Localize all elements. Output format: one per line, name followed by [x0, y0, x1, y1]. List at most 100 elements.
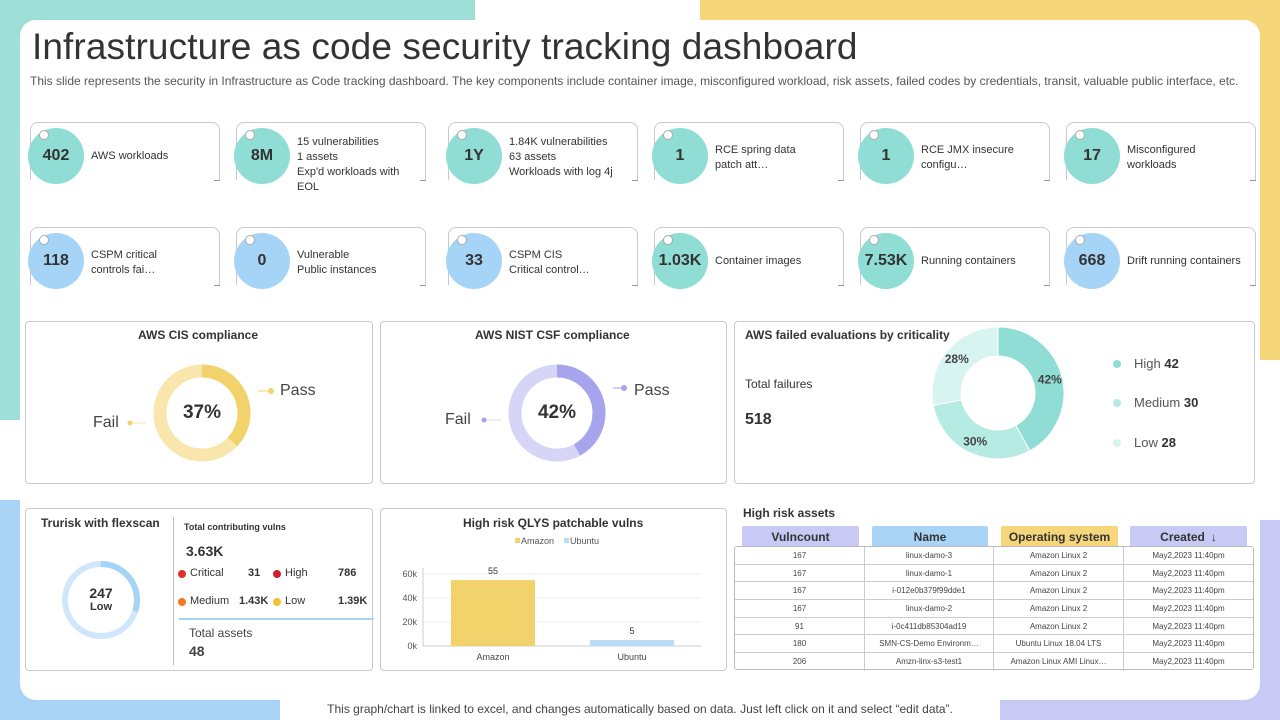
kpi-card[interactable]: 17 Misconfigured workloads: [1064, 122, 1256, 184]
table-cell: i-0c411db85304ad19: [865, 617, 994, 635]
severity-label: Medium: [190, 595, 230, 607]
cis-fail-marker: [127, 420, 133, 426]
kpi-card[interactable]: 1 RCE JMX insecure configu…: [858, 122, 1050, 184]
x-tick-label: Amazon: [476, 652, 509, 662]
kpi-label-line: CSPM critical: [91, 249, 158, 261]
kpi-card[interactable]: 8M 15 vulnerabilities 1 assets Exp'd worklo…: [234, 122, 426, 193]
nist-pass-marker: [621, 385, 627, 391]
table-cell: linux-damo-1: [865, 564, 994, 582]
kpi-value: 1Y: [446, 128, 502, 184]
kpi-value: 1: [652, 128, 708, 184]
kpi-card-handle: [39, 235, 49, 245]
table-row[interactable]: 91 i-0c411db85304ad19 Amazon Linux 2 May2,2…: [735, 617, 1253, 636]
kpi-label-line: 1 assets: [297, 151, 338, 163]
table-row[interactable]: 180 SMN-CS-Demo Environm… Ubuntu Linux 18.…: [735, 635, 1253, 654]
cis-compliance-card[interactable]: AWS CIS compliance 37% Pass Fail: [25, 321, 373, 484]
kpi-label: CSPM CIS Critical control…: [509, 248, 635, 278]
kpi-card-handle: [869, 235, 879, 245]
kpi-label-line: RCE spring data: [715, 144, 796, 156]
kpi-card[interactable]: 33 CSPM CIS Critical control…: [446, 227, 638, 289]
severity-label: Critical: [190, 567, 224, 579]
total-failures-value: 518: [745, 411, 772, 428]
qlys-card[interactable]: High risk QLYS patchable vulns Amazon Ubu…: [380, 508, 727, 671]
kpi-card[interactable]: 1.03K Container images: [652, 227, 844, 289]
nist-pass-arc: [508, 364, 606, 462]
kpi-card[interactable]: 402 AWS workloads: [28, 122, 220, 184]
kpi-card[interactable]: 118 CSPM critical controls fai…: [28, 227, 220, 289]
legend-item: Low 28: [1134, 435, 1176, 450]
table-row[interactable]: 167 linux-damo-1 Amazon Linux 2 May2,2023 1…: [735, 564, 1253, 583]
kpi-card[interactable]: 0 Vulnerable Public instances: [234, 227, 426, 289]
table-row[interactable]: 167 linux-damo-3 Amazon Linux 2 May2,2023 1…: [735, 547, 1253, 565]
failed-donut-chart: 42% 30% 28%: [931, 326, 1065, 460]
table-header-cell[interactable]: Vulncount: [742, 526, 859, 547]
legend-value: 28: [1161, 435, 1176, 450]
severity-dot: [273, 570, 281, 578]
legend-label: Low: [1134, 435, 1158, 450]
y-tick-label: 60k: [402, 569, 417, 579]
x-tick-label: Ubuntu: [617, 652, 646, 662]
bar-legend-swatch: [515, 538, 520, 543]
cis-title: AWS CIS compliance: [138, 328, 259, 342]
nist-center-value: 42%: [537, 402, 577, 423]
total-failures-label: Total failures: [745, 377, 813, 391]
kpi-label-line: AWS workloads: [91, 150, 169, 162]
kpi-card-handle: [663, 235, 673, 245]
sort-desc-icon[interactable]: ↓: [1210, 529, 1217, 544]
cis-pass-label: Pass: [280, 382, 316, 399]
kpi-value: 17: [1064, 128, 1120, 184]
table-header-cell[interactable]: Operating system: [1001, 526, 1118, 547]
table-row[interactable]: 206 Amzn-linx-s3-test1 Amazon Linux AMI Li…: [735, 653, 1253, 671]
trurisk-card[interactable]: Trurisk with flexscan 247 Low Total cont…: [25, 508, 374, 671]
table-row[interactable]: 167 i-012e0b379f99dde1 Amazon Linux 2 May2,…: [735, 582, 1253, 601]
kpi-card-handle: [869, 130, 879, 140]
vulns-total: 3.63K: [186, 543, 224, 559]
cis-center-value: 37%: [182, 402, 222, 423]
severity-value: 1.43K: [239, 595, 269, 607]
donut-slice-high: [997, 326, 1065, 452]
failed-evaluations-card[interactable]: AWS failed evaluations by criticality To…: [734, 321, 1255, 484]
table-row[interactable]: 167 linux-damo-2 Amazon Linux 2 May2,2023 1…: [735, 600, 1253, 618]
kpi-value: 33: [446, 233, 502, 289]
total-assets-value: 48: [189, 643, 205, 659]
severity-dot: [273, 598, 281, 606]
bar-legend-swatch: [564, 538, 569, 543]
total-assets-label: Total assets: [189, 626, 253, 640]
kpi-value: 7.53K: [858, 233, 914, 289]
kpi-label: Vulnerable Public instances: [297, 248, 423, 278]
kpi-card[interactable]: 1 RCE spring data patch att…: [652, 122, 844, 184]
kpi-value: 8M: [234, 128, 290, 184]
footer-note: This graph/chart is linked to excel, and…: [327, 702, 953, 716]
legend-value: 42: [1164, 356, 1179, 371]
legend-item: Medium 30: [1134, 395, 1198, 410]
table-header-cell[interactable]: Created ↓: [1130, 526, 1247, 547]
table-cell: Amazon Linux 2: [994, 582, 1124, 600]
kpi-label-line: RCE JMX insecure: [921, 144, 1014, 156]
y-tick-label: 40k: [402, 593, 417, 603]
kpi-label-line: Running containers: [921, 255, 1016, 267]
kpi-label-line: Container images: [715, 255, 802, 267]
kpi-card[interactable]: 1Y 1.84K vulnerabilities 63 assets Workload…: [446, 122, 638, 184]
kpi-card-handle: [457, 130, 467, 140]
table-cell: May2,2023 11:40pm: [1152, 568, 1225, 578]
legend-swatch: [1113, 399, 1121, 407]
kpi-value: 1.03K: [652, 233, 708, 289]
page-title: Infrastructure as code security tracking…: [32, 26, 858, 67]
kpi-card[interactable]: 7.53K Running containers: [858, 227, 1050, 289]
nist-compliance-card[interactable]: AWS NIST CSF compliance 42% Pass Fail: [380, 321, 727, 484]
cis-pass-arc: [153, 364, 251, 462]
cis-pass-marker: [268, 388, 274, 394]
qlys-bar-chart: Amazon Ubuntu 0k 20k 40k 60k 55 Amazon 5 Ubuntu: [402, 536, 701, 662]
cis-fail-label: Fail: [93, 414, 119, 431]
table-cell: May2,2023 11:40pm: [1152, 550, 1225, 560]
kpi-value: 668: [1064, 233, 1120, 289]
legend-swatch: [1113, 360, 1121, 368]
severity-value: 786: [338, 567, 357, 579]
kpi-card[interactable]: 668 Drift running containers: [1064, 227, 1256, 289]
table-header-cell[interactable]: Name: [872, 526, 988, 547]
table-cell: May2,2023 11:40pm: [1152, 639, 1225, 649]
legend-label: High: [1134, 356, 1161, 371]
table-cell: 91: [735, 617, 865, 635]
table-cell: May2,2023 11:40pm: [1152, 603, 1225, 613]
table-cell: linux-damo-3: [865, 547, 994, 564]
